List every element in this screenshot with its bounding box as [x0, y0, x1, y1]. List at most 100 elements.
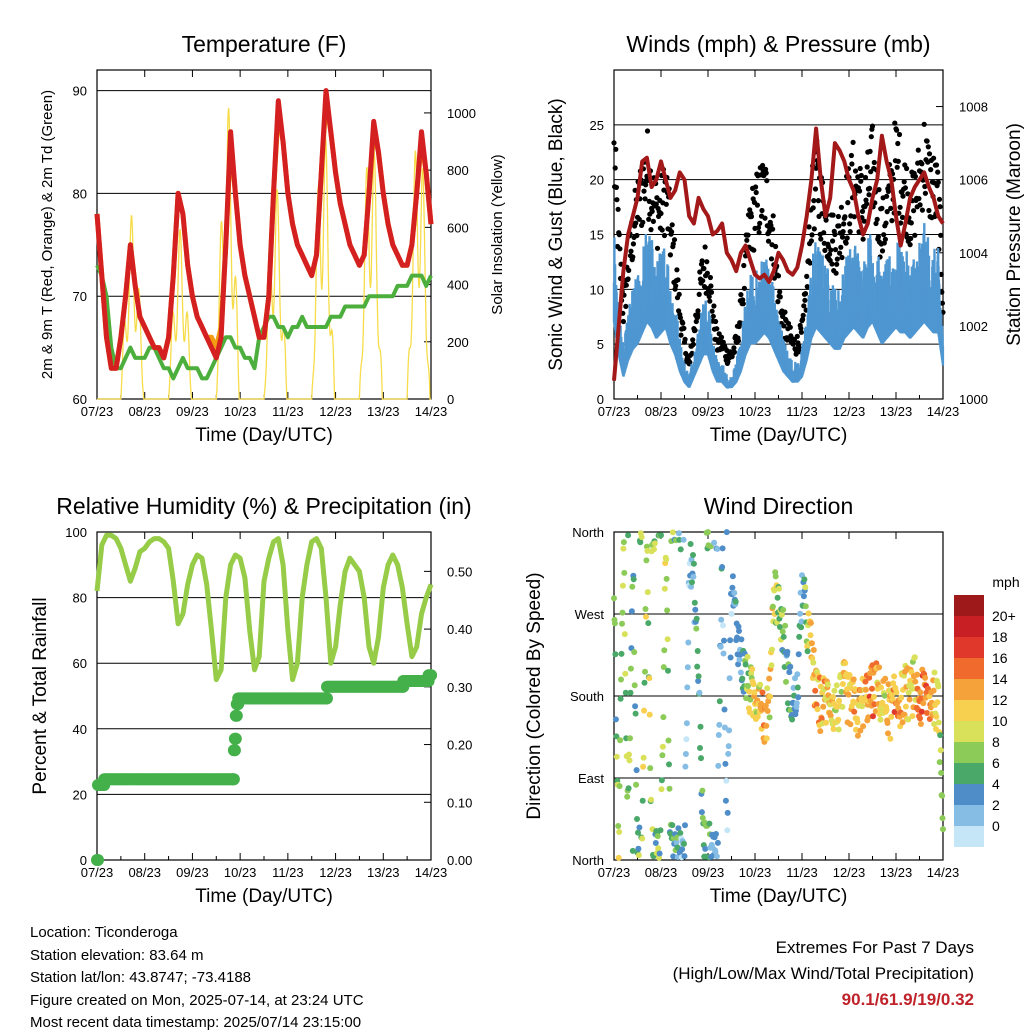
colorbar-swatch — [954, 700, 984, 721]
wind-point — [693, 351, 696, 375]
colorbar-swatch — [954, 616, 984, 637]
direction-point — [631, 649, 638, 656]
gust-point — [922, 190, 929, 196]
gust-point — [905, 191, 911, 197]
gust-point — [936, 196, 943, 202]
direction-point — [884, 720, 891, 726]
direction-point — [851, 708, 858, 715]
direction-point — [720, 650, 727, 657]
direction-point — [638, 534, 645, 541]
y-right-tick-label: 1002 — [959, 319, 988, 334]
wind-point — [858, 267, 861, 335]
wind-point — [620, 337, 623, 368]
gust-point — [919, 207, 926, 213]
y-right-tick-label: 0.00 — [447, 853, 472, 868]
direction-point — [814, 706, 821, 713]
wind-point — [651, 248, 654, 330]
gust-point — [751, 247, 757, 253]
direction-point — [656, 850, 663, 857]
gust-point — [851, 214, 857, 220]
gust-point — [828, 247, 834, 253]
precip-point — [228, 744, 241, 757]
direction-point — [769, 603, 776, 610]
x-axis-label: Time (Day/UTC) — [195, 425, 333, 446]
direction-point — [689, 579, 695, 586]
direction-point — [727, 637, 734, 644]
direction-point — [621, 631, 628, 638]
gust-point — [770, 226, 776, 232]
gust-point — [892, 120, 898, 126]
gust-point — [896, 131, 903, 138]
gust-point — [900, 193, 906, 199]
gust-point — [680, 320, 686, 326]
gust-point — [745, 232, 751, 238]
gust-point — [925, 144, 931, 150]
y-right-tick-label: 0.40 — [447, 622, 472, 637]
y-tick-label: 60 — [73, 392, 87, 407]
direction-point — [795, 651, 802, 658]
direction-point — [939, 815, 946, 822]
direction-point — [938, 769, 945, 776]
gust-point — [762, 215, 768, 221]
direction-point — [632, 710, 639, 717]
y-tick-label: 80 — [73, 186, 87, 201]
gust-point — [707, 274, 714, 281]
direction-point — [796, 633, 803, 640]
y-right-tick-label: 200 — [447, 335, 469, 350]
direction-point — [658, 786, 665, 793]
wind-point — [686, 373, 689, 386]
gust-point — [862, 174, 869, 181]
direction-point — [719, 545, 726, 552]
gust-point — [790, 341, 796, 347]
direction-point — [935, 719, 942, 726]
x-tick-label: 08/23 — [128, 404, 161, 419]
direction-point — [735, 661, 742, 668]
colorbar-swatch — [954, 763, 984, 784]
y-tick-label: 25 — [590, 118, 604, 133]
direction-point — [716, 721, 723, 728]
gust-point — [775, 273, 782, 279]
direction-point — [763, 735, 770, 742]
gust-point — [883, 220, 889, 226]
direction-point — [625, 532, 632, 539]
direction-point — [764, 708, 771, 714]
direction-point — [817, 728, 824, 735]
y-tick-label: 15 — [590, 228, 604, 243]
direction-point — [787, 663, 794, 670]
direction-point — [742, 661, 749, 668]
gust-point — [744, 237, 750, 243]
gust-point — [735, 338, 742, 344]
direction-point — [695, 678, 702, 684]
gust-point — [800, 316, 806, 322]
direction-point — [642, 606, 649, 612]
gust-point — [926, 151, 933, 157]
gust-point — [894, 164, 900, 170]
direction-point — [882, 675, 889, 682]
direction-point — [800, 593, 807, 600]
direction-point — [670, 853, 677, 860]
direction-point — [665, 667, 671, 674]
gust-point — [695, 308, 701, 314]
direction-point — [721, 724, 728, 731]
y-axis-label: Percent & Total Rainfall — [30, 597, 51, 794]
direction-points — [611, 529, 946, 861]
colorbar-label: 8 — [992, 734, 1000, 750]
gust-point — [708, 283, 714, 289]
x-axis-label: Time (Day/UTC) — [195, 886, 333, 907]
direction-point — [658, 777, 665, 784]
direction-point — [658, 532, 664, 539]
gust-point — [646, 216, 652, 222]
x-tick-label: 13/23 — [367, 404, 400, 419]
gust-point — [888, 205, 894, 211]
gust-point — [933, 162, 940, 168]
gust-point — [802, 291, 809, 297]
x-tick-label: 14/23 — [927, 865, 960, 880]
direction-point — [846, 672, 853, 678]
direction-point — [744, 653, 751, 660]
precip-point — [425, 669, 437, 682]
gust-point — [871, 159, 877, 166]
direction-point — [835, 716, 842, 723]
direction-point — [640, 754, 647, 761]
gust-point — [613, 184, 620, 190]
gust-point — [697, 269, 703, 275]
